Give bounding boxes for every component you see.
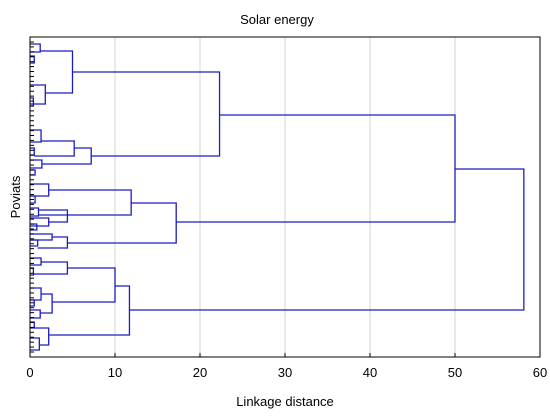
dendrogram-link xyxy=(30,169,36,176)
dendrogram-link xyxy=(52,267,116,303)
leaf-ticks xyxy=(30,41,34,353)
x-tick-label-20: 20 xyxy=(193,365,207,380)
dendrogram-link xyxy=(30,43,41,53)
dendrogram-link xyxy=(34,140,75,157)
dendrogram-link xyxy=(38,209,69,223)
dendrogram-links xyxy=(30,43,525,351)
x-axis-ticks: 0 10 20 30 40 50 60 xyxy=(26,353,547,380)
dendrogram-link xyxy=(129,168,525,311)
dendrogram-link xyxy=(72,71,221,157)
dendrogram-link xyxy=(30,299,35,307)
dendrogram-link xyxy=(30,129,42,143)
dendrogram-link xyxy=(40,293,53,314)
dendrogram-link xyxy=(30,267,35,276)
dendrogram-link xyxy=(34,327,50,346)
x-tick-label-30: 30 xyxy=(278,365,292,380)
dendrogram-link xyxy=(30,84,46,105)
x-axis-label: Linkage distance xyxy=(236,394,334,409)
grid-lines xyxy=(114,37,456,357)
chart-title: Solar energy xyxy=(240,12,314,27)
x-tick-label-50: 50 xyxy=(448,365,462,380)
x-tick-label-0: 0 xyxy=(26,365,33,380)
dendrogram-link xyxy=(48,285,131,336)
dendrogram-link xyxy=(38,189,132,216)
dendrogram-link xyxy=(176,114,456,223)
dendrogram-link xyxy=(67,202,177,244)
dendrogram-link xyxy=(30,147,35,156)
dendrogram-link xyxy=(33,261,69,275)
dendrogram-link xyxy=(30,309,41,319)
dendrogram-link xyxy=(30,55,35,64)
dendrogram-link xyxy=(30,97,35,107)
dendrogram-link xyxy=(30,195,36,204)
dendrogram-link xyxy=(30,337,40,351)
dendrogram-link xyxy=(30,239,39,247)
dendrogram-link xyxy=(30,207,40,217)
dendrogram-link xyxy=(30,257,42,266)
x-tick-label-60: 60 xyxy=(533,365,547,380)
y-axis-label: Poviats xyxy=(8,175,23,218)
dendrogram-link xyxy=(30,159,43,169)
x-tick-label-10: 10 xyxy=(108,365,122,380)
x-tick-label-40: 40 xyxy=(363,365,377,380)
